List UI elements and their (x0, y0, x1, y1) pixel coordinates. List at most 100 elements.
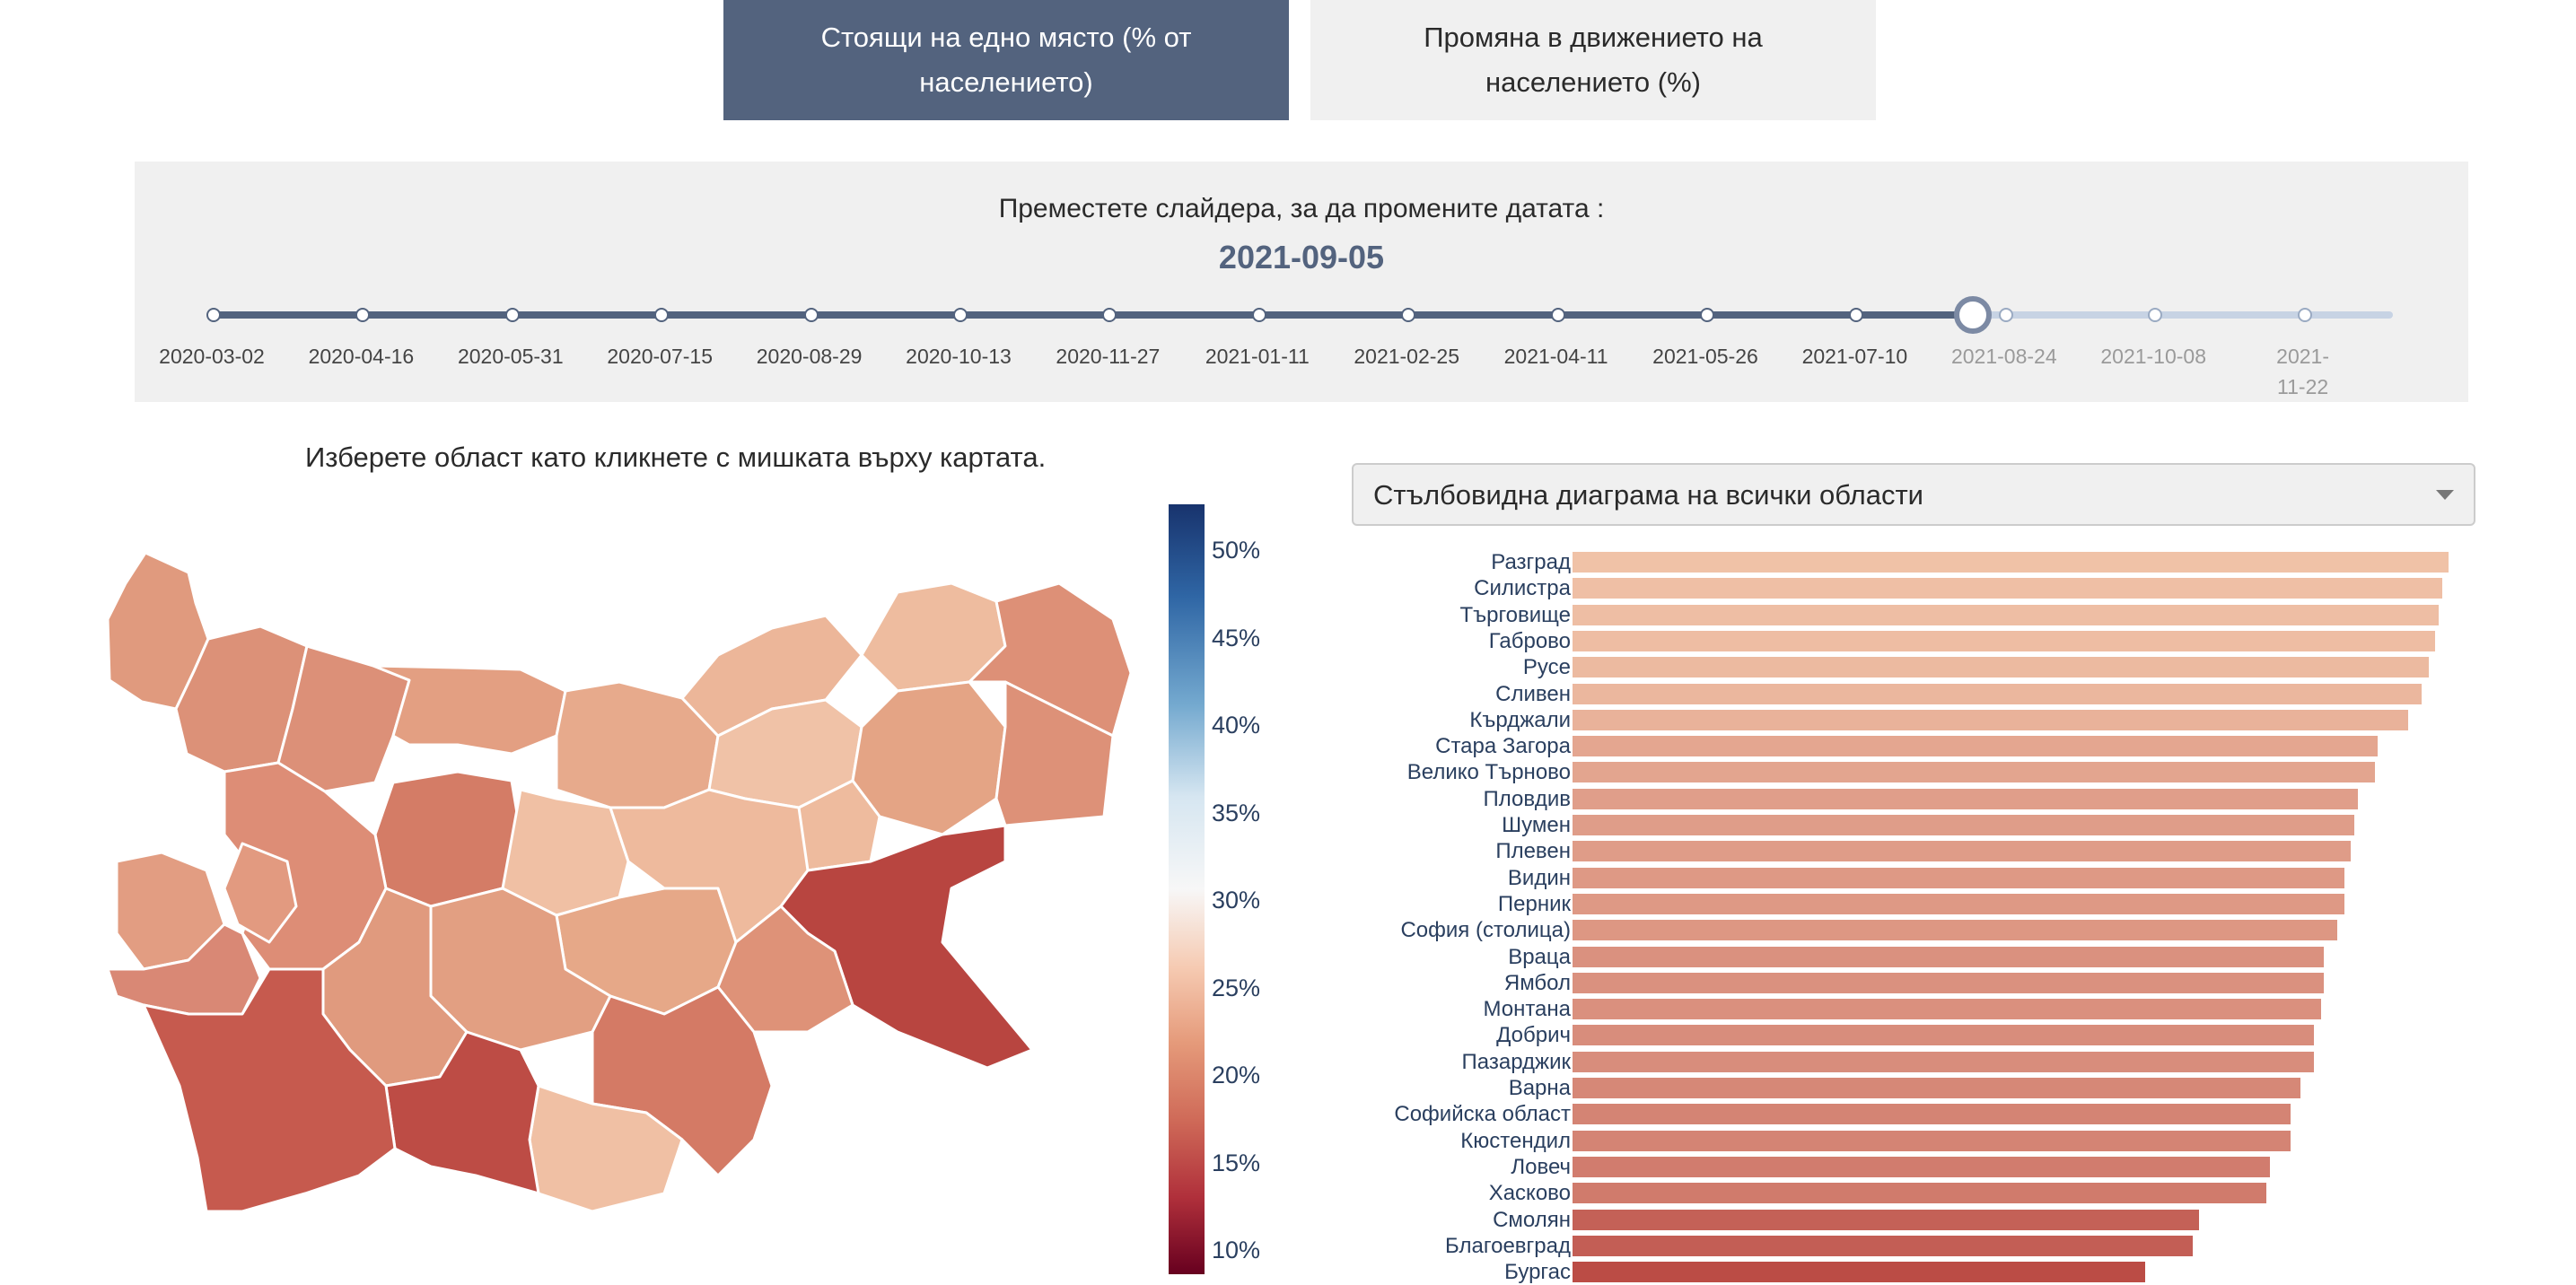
slider-tick-label[interactable]: 2020-03-02 (159, 345, 265, 368)
bar[interactable] (1573, 999, 2321, 1020)
tab-stationary[interactable]: Стоящи на едно място (% от населението) (723, 0, 1289, 120)
slider-tick[interactable] (654, 308, 670, 322)
slider-tick[interactable] (1102, 308, 1117, 322)
bar[interactable] (1573, 946, 2325, 967)
bar[interactable] (1573, 841, 2352, 862)
bar[interactable] (1573, 972, 2325, 993)
slider-tick[interactable] (504, 308, 520, 322)
bar[interactable] (1573, 1156, 2271, 1177)
bar[interactable] (1573, 1183, 2267, 1204)
map-region[interactable] (106, 922, 262, 1016)
map-region[interactable] (994, 680, 1115, 827)
bar-row[interactable]: Благоевград (1346, 1233, 2477, 1259)
bar-row[interactable]: Силистра (1346, 575, 2477, 601)
bar[interactable] (1573, 788, 2358, 809)
bar-row[interactable]: Габрово (1346, 628, 2477, 654)
slider-tick[interactable] (1700, 308, 1714, 322)
map-region[interactable] (384, 1030, 540, 1195)
slider-tick[interactable] (1849, 308, 1864, 322)
bar[interactable] (1573, 657, 2429, 678)
bar[interactable] (1573, 815, 2355, 835)
bar-row[interactable]: Кърджали (1346, 707, 2477, 733)
bar-row[interactable]: Пловдив (1346, 786, 2477, 812)
bar-row[interactable]: Ловеч (1346, 1154, 2477, 1180)
slider-tick[interactable] (1550, 308, 1565, 322)
slider-tick[interactable] (1998, 308, 2013, 322)
bar[interactable] (1573, 709, 2409, 730)
map-region[interactable] (223, 842, 298, 944)
slider-handle[interactable] (1953, 296, 1992, 334)
bar-row[interactable]: Шумен (1346, 812, 2477, 838)
slider-tick-label[interactable]: 2021-07-10 (1801, 345, 1908, 368)
slider-tick[interactable] (2297, 308, 2312, 322)
bar-row[interactable]: София (столица) (1346, 917, 2477, 943)
bar-row[interactable]: Видин (1346, 865, 2477, 891)
bar-row[interactable]: Пазарджик (1346, 1049, 2477, 1075)
bar-row[interactable]: Русе (1346, 654, 2477, 680)
bar[interactable] (1573, 1235, 2193, 1256)
bar-row[interactable]: Хасково (1346, 1180, 2477, 1206)
slider-tick-label[interactable]: 2021-02-25 (1354, 345, 1460, 368)
bar-row[interactable]: Велико Търново (1346, 759, 2477, 785)
slider-tick-label[interactable]: 2021-11-22 (2276, 345, 2329, 398)
bar-row[interactable]: Монтана (1346, 996, 2477, 1022)
slider-tick-label[interactable]: 2021-01-11 (1205, 345, 1310, 368)
bar[interactable] (1573, 867, 2344, 888)
bar-row[interactable]: Перник (1346, 891, 2477, 917)
bar[interactable] (1573, 604, 2439, 625)
bar[interactable] (1573, 578, 2442, 599)
bar[interactable] (1573, 1262, 2146, 1283)
slider-tick-label[interactable]: 2020-10-13 (906, 345, 1012, 368)
slider-tick-label[interactable]: 2020-04-16 (308, 345, 415, 368)
bar-row[interactable]: Стара Загора (1346, 733, 2477, 759)
bar[interactable] (1573, 762, 2375, 783)
bar[interactable] (1573, 736, 2379, 757)
bar[interactable] (1573, 1104, 2291, 1125)
map-region[interactable] (142, 967, 397, 1213)
slider-tick-label[interactable]: 2021-08-24 (1950, 345, 2057, 368)
bar-row[interactable]: Бургас (1346, 1259, 2477, 1285)
slider-tick-label[interactable]: 2020-08-29 (756, 345, 863, 368)
bar[interactable] (1573, 1130, 2291, 1151)
bar[interactable] (1573, 630, 2436, 651)
slider-tick-label[interactable]: 2021-05-26 (1652, 345, 1758, 368)
date-slider-panel: Преместете слайдера, за да промените дат… (135, 162, 2468, 402)
bar-row[interactable]: Софийска област (1346, 1101, 2477, 1127)
bar-row[interactable]: Смолян (1346, 1207, 2477, 1233)
bar-row[interactable]: Разград (1346, 549, 2477, 575)
chevron-down-icon[interactable] (2436, 490, 2454, 500)
slider-tick-label[interactable]: 2020-05-31 (457, 345, 564, 368)
map-region[interactable] (372, 664, 567, 756)
bar-row[interactable]: Търговище (1346, 602, 2477, 628)
bar[interactable] (1573, 920, 2338, 941)
map-region[interactable] (373, 770, 522, 908)
bar[interactable] (1573, 683, 2423, 704)
slider-tick[interactable] (1401, 308, 1416, 322)
slider-tick[interactable] (953, 308, 968, 322)
bar[interactable] (1573, 1025, 2315, 1046)
slider-tick-label[interactable]: 2020-07-15 (607, 345, 714, 368)
bar-row[interactable]: Варна (1346, 1075, 2477, 1101)
bar[interactable] (1573, 893, 2344, 914)
region-map[interactable] (90, 547, 1149, 1247)
slider-tick-label[interactable]: 2021-04-11 (1503, 345, 1608, 368)
slider-tick[interactable] (355, 308, 371, 322)
bar-row[interactable]: Кюстендил (1346, 1128, 2477, 1154)
bar[interactable] (1573, 1051, 2315, 1072)
bar[interactable] (1573, 1209, 2200, 1230)
bar-row[interactable]: Плевен (1346, 838, 2477, 864)
bar[interactable] (1573, 552, 2449, 573)
bar[interactable] (1573, 1078, 2301, 1098)
bar-row[interactable]: Ямбол (1346, 970, 2477, 996)
slider-tick-label[interactable]: 2021-10-08 (2100, 345, 2207, 368)
slider-tick[interactable] (1251, 308, 1266, 322)
slider-tick[interactable] (2148, 308, 2163, 322)
tab-movement-change[interactable]: Промяна в движението на населението (%) (1310, 0, 1876, 120)
slider-tick[interactable] (206, 308, 221, 322)
slider-tick-label[interactable]: 2020-11-27 (1056, 345, 1161, 368)
region-dropdown[interactable]: Стълбовидна диаграма на всички области (1352, 463, 2475, 526)
bar-row[interactable]: Сливен (1346, 681, 2477, 707)
slider-tick[interactable] (803, 308, 819, 322)
bar-row[interactable]: Враца (1346, 944, 2477, 970)
bar-row[interactable]: Добрич (1346, 1022, 2477, 1048)
